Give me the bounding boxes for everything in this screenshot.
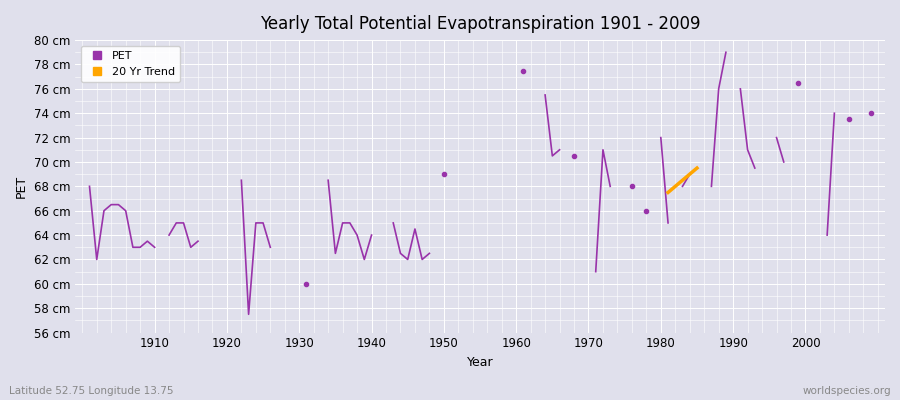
Y-axis label: PET: PET [15,175,28,198]
Legend: PET, 20 Yr Trend: PET, 20 Yr Trend [81,46,180,82]
Text: Latitude 52.75 Longitude 13.75: Latitude 52.75 Longitude 13.75 [9,386,174,396]
X-axis label: Year: Year [467,356,493,369]
Text: worldspecies.org: worldspecies.org [803,386,891,396]
Title: Yearly Total Potential Evapotranspiration 1901 - 2009: Yearly Total Potential Evapotranspiratio… [260,15,700,33]
